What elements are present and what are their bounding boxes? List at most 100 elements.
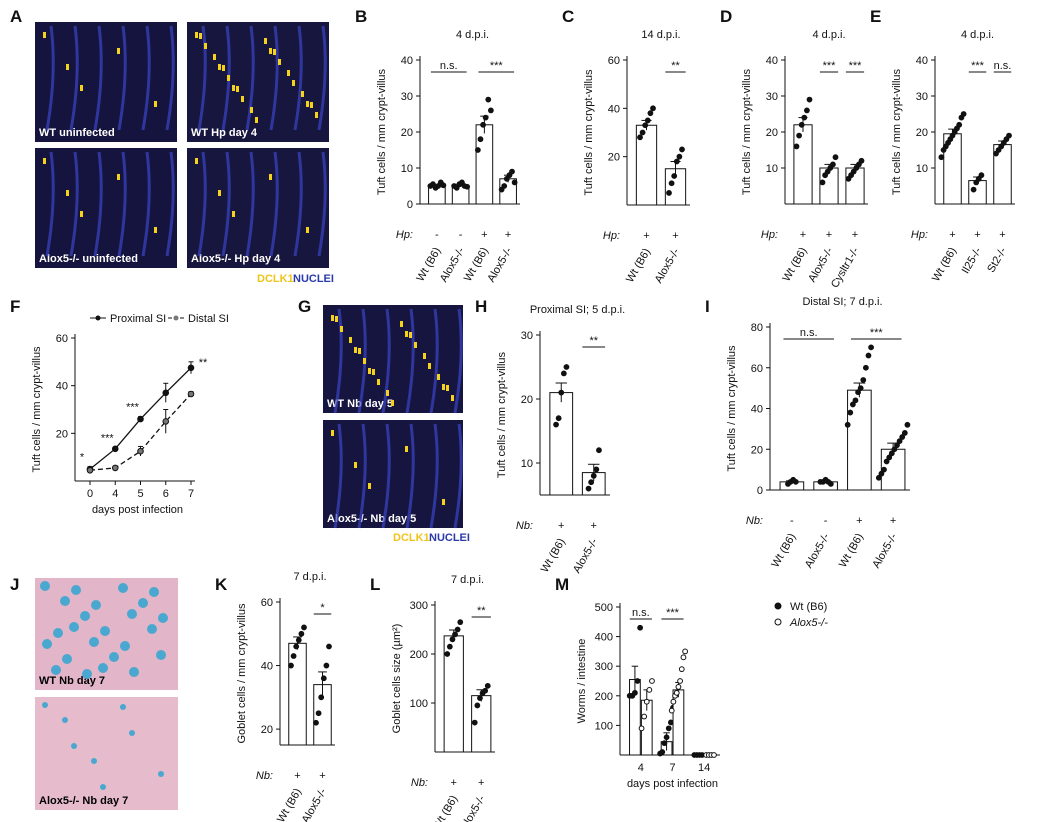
y-tick-label: 40 (56, 381, 68, 393)
stain-spot (218, 190, 221, 196)
data-point (673, 689, 680, 696)
data-point (643, 698, 650, 705)
treatment-sign: + (856, 515, 862, 527)
image-caption: WT uninfected (39, 127, 115, 139)
treatment-sign: + (319, 770, 325, 782)
villus-outline (141, 25, 151, 131)
goblet-spot (120, 641, 130, 651)
y-tick-label: 10 (916, 163, 928, 175)
x-tick-label: St2-/- (985, 245, 1009, 275)
data-point (86, 466, 94, 474)
stain-spot (269, 48, 272, 54)
y-tick-label: 200 (595, 691, 613, 703)
stain-spot (218, 64, 221, 70)
data-point (596, 447, 602, 454)
legend-label: Distal SI (188, 313, 229, 325)
data-point (806, 96, 813, 103)
stain-spot (301, 91, 304, 97)
stain-spot (446, 385, 449, 391)
y-tick-label: 200 (410, 649, 428, 661)
treatment-label: Nb: (411, 777, 428, 789)
villus-outline (197, 25, 207, 131)
villus-outline (293, 151, 303, 257)
stain-spot (195, 158, 198, 164)
y-tick-label: 100 (595, 720, 613, 732)
data-point (318, 694, 325, 701)
stain-spot (340, 326, 343, 332)
villus-outline (381, 423, 391, 529)
micrograph (323, 420, 463, 528)
x-tick-label: Alox5-/- (803, 531, 833, 570)
goblet-spot (80, 611, 90, 621)
data-point (637, 134, 643, 141)
panel-letter: C (562, 7, 574, 26)
x-tick-label: Alox5-/- (870, 531, 900, 570)
treatment-sign: - (824, 515, 828, 527)
data-point (313, 719, 319, 726)
y-axis-label: Tuft cells / mm crypt-villus (31, 346, 43, 473)
data-point (585, 485, 592, 492)
micrograph (187, 148, 329, 268)
x-tick-label: 5 (137, 488, 143, 500)
significance-label: ** (589, 335, 598, 347)
image-caption: WT Hp day 4 (191, 127, 258, 139)
data-point (474, 147, 481, 153)
data-point (650, 105, 656, 112)
data-point (901, 430, 908, 436)
data-point (668, 707, 675, 714)
villus-outline (245, 25, 255, 131)
chart-title: 7 d.p.i. (451, 574, 484, 586)
y-axis-label: Tuft cells / mm crypt-villus (376, 68, 388, 195)
data-point (666, 190, 672, 196)
significance-label: *** (849, 60, 863, 72)
data-point (509, 168, 515, 175)
data-point (798, 121, 805, 128)
y-tick-label: 30 (521, 330, 533, 342)
villus-outline (269, 151, 279, 257)
data-point (474, 702, 481, 709)
significance-label: * (320, 602, 325, 614)
goblet-spot (42, 702, 48, 708)
stain-label: NUCLEI (429, 532, 470, 544)
data-point (860, 377, 867, 383)
data-point (290, 653, 297, 659)
villus-outline (317, 25, 327, 131)
stain-spot (310, 102, 313, 108)
treatment-sign: + (890, 515, 896, 527)
data-point (847, 409, 854, 416)
data-point (676, 153, 683, 160)
panel-letter: A (10, 7, 22, 26)
data-point (454, 626, 461, 633)
stain-spot (451, 395, 454, 401)
goblet-spot (69, 622, 79, 632)
goblet-spot (156, 650, 166, 660)
y-tick-label: 60 (261, 597, 273, 609)
data-point (593, 466, 600, 473)
data-point (555, 415, 562, 422)
y-axis-label: Goblet cells size (µm²) (391, 624, 403, 734)
data-point (295, 637, 302, 644)
treatment-sign: + (974, 229, 980, 241)
stain-spot (255, 117, 258, 123)
goblet-spot (51, 665, 61, 675)
y-tick-label: 100 (410, 698, 428, 710)
y-tick-label: 40 (261, 661, 273, 673)
treatment-sign: + (949, 229, 955, 241)
legend-marker (95, 315, 101, 321)
data-point (482, 114, 489, 121)
significance-label: * (80, 452, 85, 464)
villus-outline (429, 308, 439, 414)
micrograph (323, 305, 463, 413)
significance-label: *** (101, 433, 115, 445)
stain-spot (405, 331, 408, 337)
goblet-spot (62, 654, 72, 664)
significance-label: ** (671, 60, 680, 72)
y-tick-label: 500 (595, 602, 613, 614)
data-point (862, 364, 869, 371)
data-point (956, 121, 963, 128)
stain-spot (43, 158, 46, 164)
data-point (320, 675, 327, 682)
x-tick-label: Wt (B6) (624, 247, 653, 285)
stain-spot (331, 315, 334, 321)
y-tick-label: 10 (401, 163, 413, 175)
